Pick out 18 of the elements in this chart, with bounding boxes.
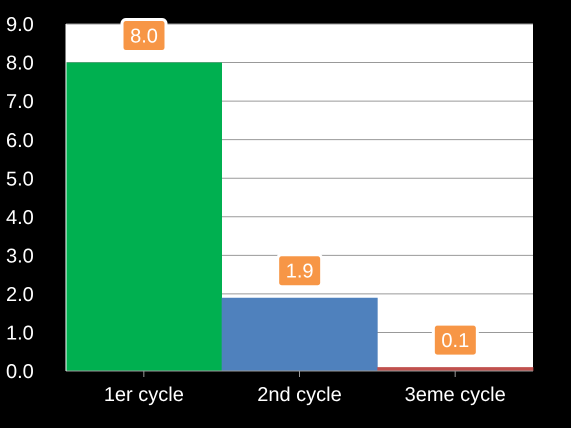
y-tick-label: 6.0 — [6, 130, 34, 152]
data-label: 8.0 — [130, 26, 158, 48]
y-tick-label: 5.0 — [6, 168, 34, 190]
bar — [222, 298, 378, 371]
y-tick-label: 4.0 — [6, 206, 34, 229]
y-tick-label: 7.0 — [6, 91, 34, 114]
y-tick-label: 3.0 — [6, 245, 34, 268]
x-tick-label: 3eme cycle — [404, 384, 506, 406]
y-tick-label: 9.0 — [6, 14, 34, 36]
data-label: 0.1 — [441, 330, 470, 352]
x-tick-label: 2nd cycle — [257, 384, 342, 406]
data-label: 1.9 — [286, 260, 314, 283]
bar — [377, 367, 534, 371]
y-tick-label: 1.0 — [6, 322, 34, 345]
y-tick-label: 2.0 — [6, 284, 34, 306]
x-tick-label: 1er cycle — [104, 384, 184, 406]
y-tick-label: 0.0 — [6, 361, 34, 384]
y-tick-label: 8.0 — [6, 52, 34, 75]
